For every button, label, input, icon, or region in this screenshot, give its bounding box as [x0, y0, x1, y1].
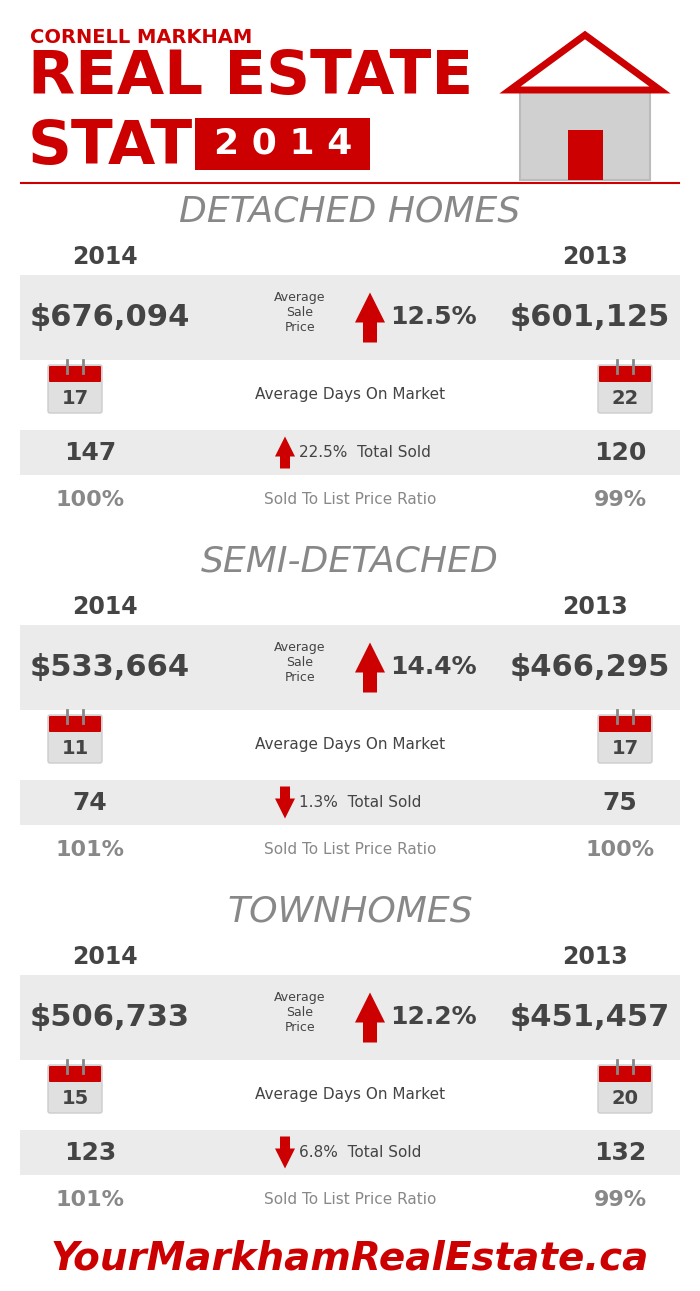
Text: 101%: 101% — [55, 1190, 125, 1210]
FancyBboxPatch shape — [48, 715, 102, 763]
Text: Average Days On Market: Average Days On Market — [255, 1087, 445, 1103]
FancyBboxPatch shape — [49, 367, 101, 382]
Text: 6.8%  Total Sold: 6.8% Total Sold — [299, 1145, 421, 1161]
FancyBboxPatch shape — [599, 367, 651, 382]
Text: 17: 17 — [611, 740, 638, 759]
Text: 74: 74 — [73, 790, 107, 815]
FancyBboxPatch shape — [20, 780, 680, 825]
Text: Sold To List Price Ratio: Sold To List Price Ratio — [264, 843, 436, 857]
Polygon shape — [275, 1136, 295, 1168]
FancyBboxPatch shape — [49, 1066, 101, 1082]
Text: Sold To List Price Ratio: Sold To List Price Ratio — [264, 1193, 436, 1207]
Text: 2 0 1 4: 2 0 1 4 — [214, 127, 352, 161]
Text: 22.5%  Total Sold: 22.5% Total Sold — [299, 445, 431, 460]
Polygon shape — [510, 35, 660, 90]
Text: 2014: 2014 — [72, 595, 138, 618]
Text: 100%: 100% — [585, 840, 654, 860]
Text: TOWNHOMES: TOWNHOMES — [228, 895, 472, 930]
Text: CORNELL MARKHAM: CORNELL MARKHAM — [30, 28, 252, 46]
Text: Average Days On Market: Average Days On Market — [255, 387, 445, 403]
FancyBboxPatch shape — [598, 715, 652, 763]
FancyBboxPatch shape — [20, 430, 680, 475]
Text: 12.5%: 12.5% — [390, 306, 477, 329]
FancyBboxPatch shape — [195, 117, 370, 170]
FancyBboxPatch shape — [48, 365, 102, 413]
Text: 2013: 2013 — [562, 945, 628, 970]
Text: $466,295: $466,295 — [510, 653, 670, 682]
Text: 132: 132 — [594, 1140, 646, 1164]
Text: DETACHED HOMES: DETACHED HOMES — [179, 195, 521, 229]
Text: Sold To List Price Ratio: Sold To List Price Ratio — [264, 492, 436, 507]
Text: $451,457: $451,457 — [510, 1003, 670, 1032]
Text: 2014: 2014 — [72, 245, 138, 269]
Text: 15: 15 — [62, 1090, 89, 1109]
FancyBboxPatch shape — [599, 717, 651, 732]
Polygon shape — [275, 786, 295, 818]
Polygon shape — [355, 993, 385, 1043]
Polygon shape — [355, 293, 385, 342]
Polygon shape — [355, 643, 385, 692]
Text: SEMI-DETACHED: SEMI-DETACHED — [201, 545, 499, 578]
Text: $506,733: $506,733 — [30, 1003, 190, 1032]
FancyBboxPatch shape — [20, 975, 680, 1060]
Text: STATS: STATS — [28, 117, 237, 177]
Text: YourMarkhamRealEstate.ca: YourMarkhamRealEstate.ca — [51, 1239, 649, 1277]
FancyBboxPatch shape — [599, 1066, 651, 1082]
Text: 12.2%: 12.2% — [390, 1006, 477, 1029]
FancyBboxPatch shape — [48, 1065, 102, 1113]
Text: $676,094: $676,094 — [30, 303, 190, 332]
Text: 2013: 2013 — [562, 245, 628, 269]
Polygon shape — [275, 436, 295, 469]
Text: 17: 17 — [62, 390, 89, 408]
Text: 100%: 100% — [55, 491, 125, 510]
Text: 1.3%  Total Sold: 1.3% Total Sold — [299, 795, 421, 809]
Text: 101%: 101% — [55, 840, 125, 860]
Text: 11: 11 — [62, 740, 89, 759]
Text: 2013: 2013 — [562, 595, 628, 618]
Polygon shape — [510, 35, 660, 90]
FancyBboxPatch shape — [598, 1065, 652, 1113]
Text: 123: 123 — [64, 1140, 116, 1164]
FancyBboxPatch shape — [49, 717, 101, 732]
FancyBboxPatch shape — [568, 130, 603, 179]
Text: Average
Sale
Price: Average Sale Price — [274, 991, 326, 1034]
Text: 2014: 2014 — [72, 945, 138, 970]
FancyBboxPatch shape — [20, 275, 680, 360]
FancyBboxPatch shape — [20, 1130, 680, 1175]
Text: 20: 20 — [612, 1090, 638, 1109]
Text: 22: 22 — [611, 390, 638, 408]
Text: 99%: 99% — [594, 491, 647, 510]
Text: 120: 120 — [594, 440, 646, 465]
Text: $601,125: $601,125 — [510, 303, 670, 332]
Text: REAL ESTATE: REAL ESTATE — [28, 48, 473, 107]
Text: Average
Sale
Price: Average Sale Price — [274, 290, 326, 334]
Text: Average Days On Market: Average Days On Market — [255, 737, 445, 753]
Text: 147: 147 — [64, 440, 116, 465]
Text: 75: 75 — [603, 790, 638, 815]
Text: 99%: 99% — [594, 1190, 647, 1210]
Text: 14.4%: 14.4% — [390, 656, 477, 679]
FancyBboxPatch shape — [520, 85, 650, 179]
Text: Average
Sale
Price: Average Sale Price — [274, 642, 326, 684]
FancyBboxPatch shape — [20, 625, 680, 710]
FancyBboxPatch shape — [598, 365, 652, 413]
Text: $533,664: $533,664 — [30, 653, 190, 682]
